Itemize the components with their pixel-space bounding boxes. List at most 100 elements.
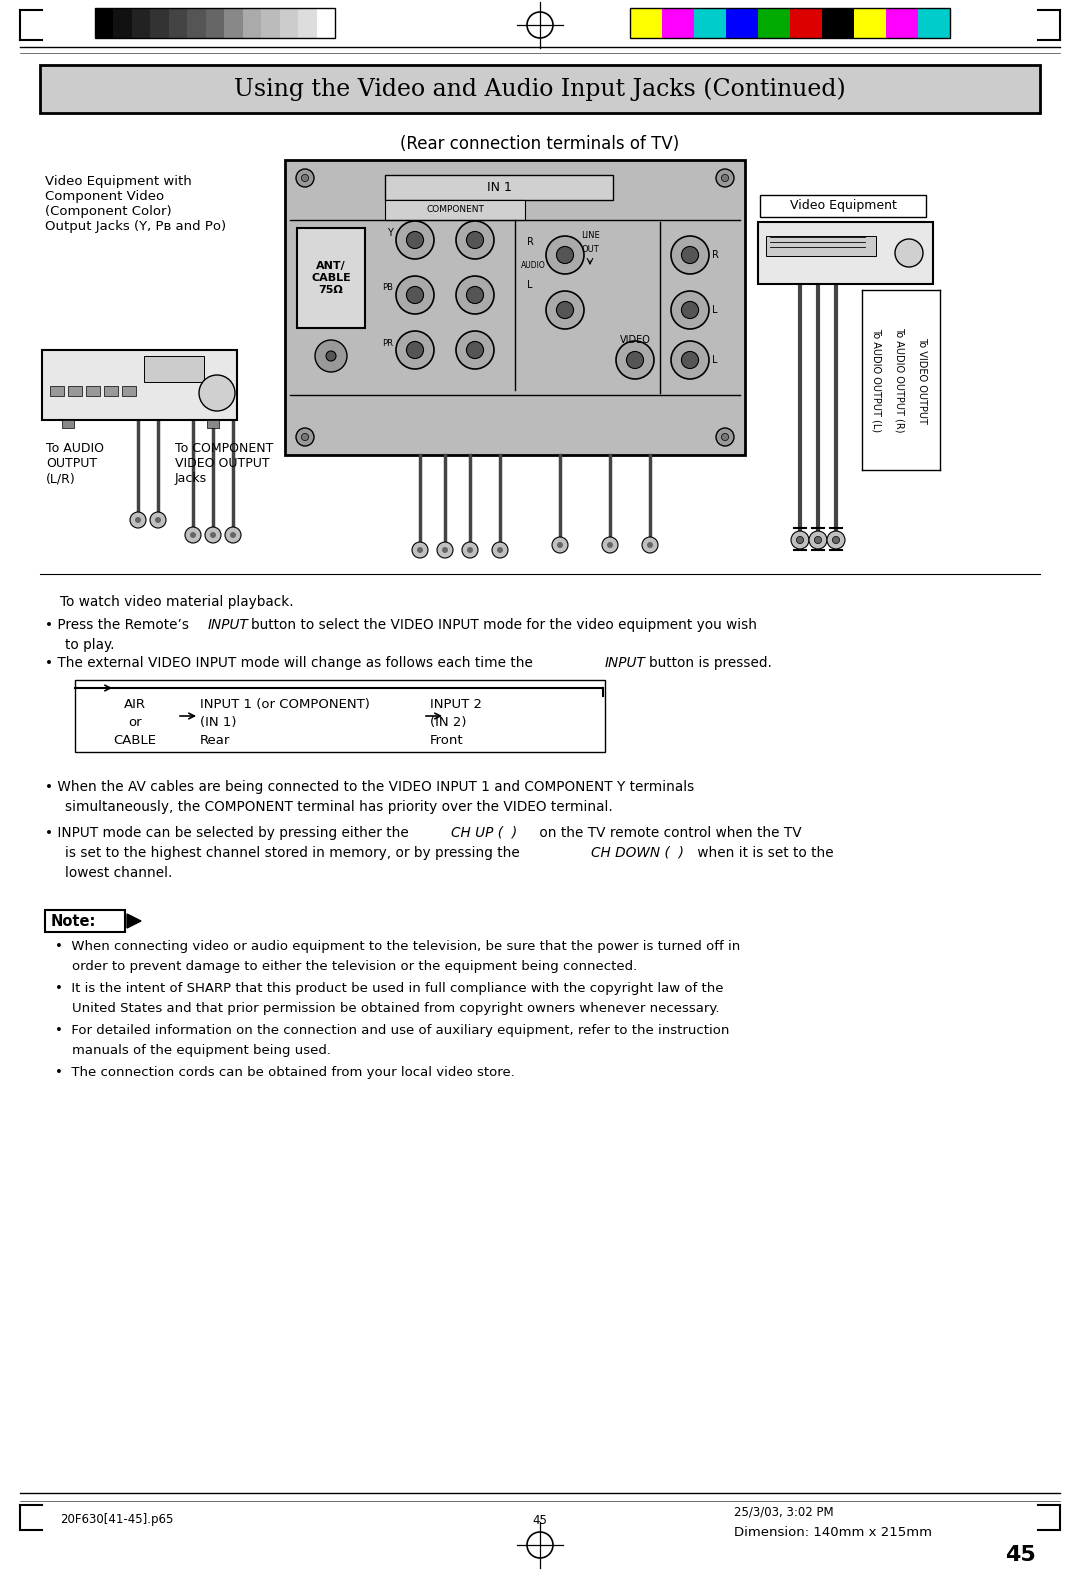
Circle shape bbox=[301, 434, 309, 440]
Text: • The external VIDEO INPUT mode will change as follows each time the: • The external VIDEO INPUT mode will cha… bbox=[45, 656, 537, 670]
Text: •  The connection cords can be obtained from your local video store.: • The connection cords can be obtained f… bbox=[55, 1066, 515, 1079]
Circle shape bbox=[791, 531, 809, 549]
Text: To AUDIO
OUTPUT
(L/R): To AUDIO OUTPUT (L/R) bbox=[46, 442, 104, 486]
Text: 25/3/03, 3:02 PM: 25/3/03, 3:02 PM bbox=[734, 1506, 834, 1519]
Circle shape bbox=[462, 542, 478, 558]
Bar bbox=[285, 159, 745, 456]
Text: simultaneously, the COMPONENT terminal has priority over the VIDEO terminal.: simultaneously, the COMPONENT terminal h… bbox=[65, 800, 612, 814]
Circle shape bbox=[546, 292, 584, 330]
Bar bbox=[95, 8, 335, 38]
Bar bbox=[630, 8, 950, 38]
Bar bbox=[168, 8, 187, 38]
Text: L: L bbox=[527, 281, 532, 290]
Text: To VIDEO OUTPUT: To VIDEO OUTPUT bbox=[917, 336, 927, 424]
Bar bbox=[822, 8, 854, 38]
Circle shape bbox=[556, 246, 573, 263]
Bar bbox=[316, 8, 335, 38]
Circle shape bbox=[467, 547, 473, 554]
Text: • When the AV cables are being connected to the VIDEO INPUT 1 and COMPONENT Y te: • When the AV cables are being connected… bbox=[45, 781, 694, 793]
Text: To AUDIO OUTPUT (L): To AUDIO OUTPUT (L) bbox=[872, 328, 882, 432]
Circle shape bbox=[190, 531, 195, 538]
Circle shape bbox=[721, 175, 729, 181]
Text: on the TV remote control when the TV: on the TV remote control when the TV bbox=[535, 826, 801, 841]
Circle shape bbox=[556, 301, 573, 319]
Text: button is pressed.: button is pressed. bbox=[649, 656, 772, 670]
Text: CABLE: CABLE bbox=[113, 733, 157, 747]
Text: Video Equipment with
Component Video
(Component Color)
Output Jacks (Y, Pʙ and P: Video Equipment with Component Video (Co… bbox=[45, 175, 226, 233]
Bar bbox=[62, 419, 75, 427]
Circle shape bbox=[681, 352, 699, 369]
Text: • INPUT mode can be selected by pressing either the: • INPUT mode can be selected by pressing… bbox=[45, 826, 414, 841]
Circle shape bbox=[135, 517, 141, 524]
Text: To COMPONENT
VIDEO OUTPUT
Jacks: To COMPONENT VIDEO OUTPUT Jacks bbox=[175, 442, 273, 486]
Text: Note:: Note: bbox=[51, 913, 96, 929]
Circle shape bbox=[716, 169, 734, 188]
Bar bbox=[206, 8, 225, 38]
Circle shape bbox=[602, 538, 618, 554]
Text: PB: PB bbox=[382, 284, 393, 292]
Circle shape bbox=[396, 221, 434, 259]
Circle shape bbox=[626, 352, 644, 369]
Text: • Press the Remote’s: • Press the Remote’s bbox=[45, 618, 193, 632]
Text: button to select the VIDEO INPUT mode for the video equipment you wish: button to select the VIDEO INPUT mode fo… bbox=[251, 618, 757, 632]
Polygon shape bbox=[127, 915, 141, 927]
Circle shape bbox=[130, 513, 146, 528]
Circle shape bbox=[326, 352, 336, 361]
Circle shape bbox=[796, 536, 804, 544]
Circle shape bbox=[406, 342, 423, 358]
Circle shape bbox=[417, 547, 423, 554]
Bar bbox=[384, 200, 525, 221]
Text: •  It is the intent of SHARP that this product be used in full compliance with t: • It is the intent of SHARP that this pr… bbox=[55, 982, 724, 995]
Bar bbox=[144, 356, 204, 382]
Text: COMPONENT: COMPONENT bbox=[427, 205, 484, 214]
Text: INPUT 1 (or COMPONENT): INPUT 1 (or COMPONENT) bbox=[200, 699, 369, 711]
Circle shape bbox=[814, 536, 822, 544]
Text: Video Equipment: Video Equipment bbox=[789, 200, 896, 213]
Bar bbox=[68, 386, 82, 396]
Text: Front: Front bbox=[430, 733, 463, 747]
Bar bbox=[280, 8, 298, 38]
Circle shape bbox=[467, 232, 484, 249]
Bar bbox=[662, 8, 694, 38]
Circle shape bbox=[437, 542, 453, 558]
Circle shape bbox=[396, 276, 434, 314]
Circle shape bbox=[833, 536, 839, 544]
Text: IN 1: IN 1 bbox=[487, 181, 512, 194]
Text: OUT: OUT bbox=[581, 246, 599, 254]
Circle shape bbox=[199, 375, 235, 412]
Circle shape bbox=[827, 531, 845, 549]
Bar bbox=[122, 386, 136, 396]
Circle shape bbox=[456, 331, 494, 369]
Circle shape bbox=[607, 542, 613, 547]
Circle shape bbox=[552, 538, 568, 554]
Circle shape bbox=[205, 527, 221, 542]
Bar bbox=[225, 8, 243, 38]
Text: VIDEO: VIDEO bbox=[620, 334, 650, 345]
Text: when it is set to the: when it is set to the bbox=[693, 845, 834, 859]
Text: R: R bbox=[527, 237, 534, 248]
Bar bbox=[758, 222, 933, 284]
Text: (Rear connection terminals of TV): (Rear connection terminals of TV) bbox=[401, 136, 679, 153]
Text: To AUDIO OUTPUT (R): To AUDIO OUTPUT (R) bbox=[895, 328, 905, 432]
Bar bbox=[42, 350, 237, 419]
Text: is set to the highest channel stored in memory, or by pressing the: is set to the highest channel stored in … bbox=[65, 845, 524, 859]
Circle shape bbox=[442, 547, 448, 554]
Circle shape bbox=[642, 538, 658, 554]
Circle shape bbox=[185, 527, 201, 542]
Text: INPUT: INPUT bbox=[208, 618, 248, 632]
Text: Rear: Rear bbox=[200, 733, 230, 747]
Bar bbox=[150, 8, 168, 38]
Circle shape bbox=[809, 531, 827, 549]
Bar bbox=[86, 386, 100, 396]
Circle shape bbox=[301, 175, 309, 181]
Bar bbox=[760, 196, 926, 218]
Text: •  For detailed information on the connection and use of auxiliary equipment, re: • For detailed information on the connec… bbox=[55, 1023, 729, 1038]
Circle shape bbox=[616, 341, 654, 378]
Circle shape bbox=[296, 169, 314, 188]
Bar bbox=[75, 680, 605, 752]
Text: R: R bbox=[712, 251, 719, 260]
Circle shape bbox=[406, 287, 423, 303]
Circle shape bbox=[497, 547, 503, 554]
Circle shape bbox=[406, 232, 423, 249]
Bar bbox=[95, 8, 113, 38]
